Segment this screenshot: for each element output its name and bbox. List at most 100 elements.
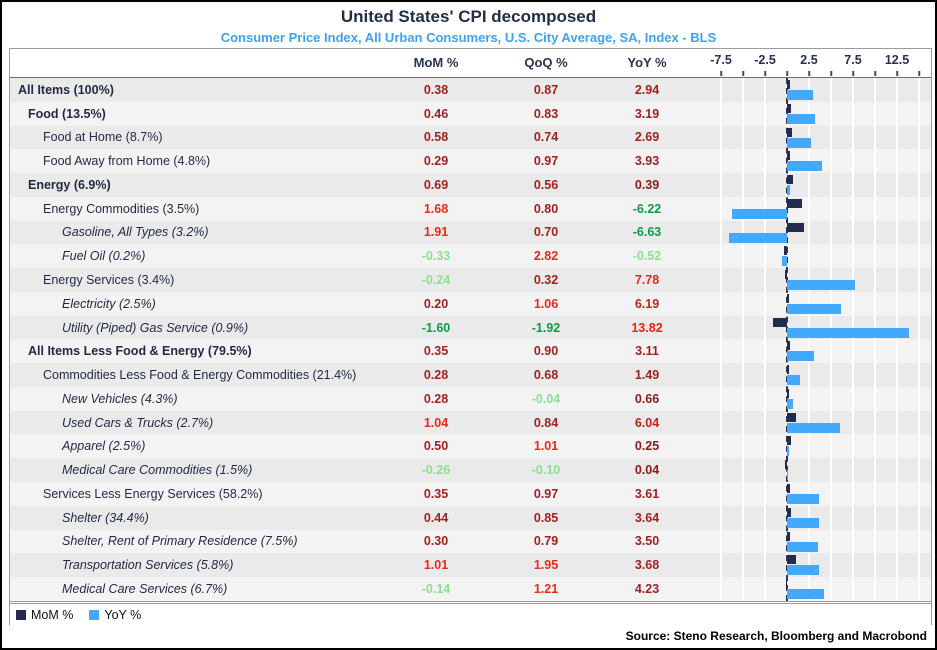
yoy-value: -0.52 (632, 249, 662, 264)
mom-bar (787, 127, 793, 137)
yoy-value: 3.11 (635, 344, 659, 359)
table-row: Apparel (2.5%) 0.50 1.01 0.25 (10, 434, 931, 459)
row-label: Utility (Piped) Gas Service (0.9%) (62, 320, 249, 335)
row-bars (709, 339, 932, 363)
yoy-bar (787, 280, 856, 291)
mom-bar (787, 365, 790, 375)
axis-tick-label: 12.5 (884, 53, 910, 67)
yoy-bar (787, 90, 813, 100)
yoy-bar (787, 327, 909, 338)
table-row: Energy Commodities (3.5%) 1.68 0.80 -6.22 (10, 196, 932, 221)
chart-title: United States' CPI decomposed (340, 7, 597, 26)
yoy-value: 4.23 (634, 581, 660, 596)
row-bars (709, 197, 932, 221)
chart-subtitle: Consumer Price Index, All Urban Consumer… (220, 30, 717, 45)
qoq-value: -0.04 (531, 391, 561, 406)
qoq-value: 0.74 (533, 130, 559, 145)
mom-value: 0.35 (423, 344, 449, 359)
row-bars (709, 244, 932, 268)
yoy-bar (787, 446, 790, 457)
axis-tick-mark (742, 71, 744, 76)
yoy-value: 1.49 (634, 368, 660, 383)
axis-tick-mark (720, 71, 722, 76)
column-header-mom: MoM % (413, 55, 459, 70)
yoy-value: 3.93 (634, 154, 660, 169)
legend: MoM % YoY % (10, 601, 931, 626)
qoq-value: 0.87 (533, 82, 559, 97)
yoy-bar (787, 185, 791, 196)
yoy-bar (787, 113, 816, 124)
yoy-bar (787, 351, 815, 362)
row-bars (709, 126, 932, 150)
mom-bar (787, 175, 794, 185)
mom-bar (784, 246, 787, 256)
qoq-value: -1.92 (531, 320, 561, 335)
qoq-value: 0.68 (533, 368, 559, 383)
row-label: Shelter (34.4%) (62, 510, 149, 525)
qoq-value: 0.56 (533, 177, 559, 192)
legend-item-yoy: YoY % (89, 608, 141, 622)
mom-value: -0.24 (421, 273, 451, 287)
mom-value: 0.58 (423, 130, 449, 145)
axis-tick-mark (786, 71, 788, 76)
mom-bar (787, 388, 790, 398)
qoq-value: 1.01 (533, 439, 559, 454)
mom-bar (787, 341, 791, 351)
row-label: Food (13.5%) (28, 106, 106, 121)
mom-value: 0.69 (423, 177, 449, 192)
yoy-value: 0.04 (634, 463, 660, 478)
table-row: Services Less Energy Services (58.2%) 0.3… (10, 482, 931, 506)
row-label: Energy (6.9%) (28, 177, 111, 192)
qoq-value: 0.70 (533, 225, 559, 240)
row-bars (709, 173, 932, 197)
mom-value: -0.33 (421, 249, 451, 264)
column-header-qoq: QoQ % (524, 55, 568, 70)
mom-value: -1.60 (421, 320, 451, 335)
yoy-value: 3.68 (634, 558, 660, 573)
yoy-bar (787, 398, 793, 409)
yoy-value: 3.64 (634, 510, 660, 525)
mom-bar (787, 484, 791, 494)
row-bars (709, 506, 932, 530)
axis-tick-mark (918, 71, 920, 76)
table-row: Medical Care Commodities (1.5%) -0.26 -0.1… (10, 458, 931, 483)
table-header-row: MoM % QoQ % YoY % -7.5 -2.5 2.5 7.5 12.5 (10, 49, 931, 78)
table-row: Fuel Oil (0.2%) -0.33 2.82 -0.52 (10, 244, 932, 269)
yoy-value: 2.69 (634, 130, 660, 145)
mom-value: 1.01 (423, 558, 449, 573)
qoq-value: 2.82 (533, 249, 559, 264)
axis-tick-label: -2.5 (754, 53, 776, 67)
axis-tick-mark (830, 71, 832, 76)
mom-value: 1.68 (423, 201, 449, 216)
yoy-value: 2.94 (634, 82, 660, 97)
table-row: Gasoline, All Types (3.2%) 1.91 0.70 -6.63 (10, 220, 931, 245)
yoy-bar (787, 541, 818, 552)
mom-value: 0.35 (423, 486, 449, 501)
table-row: Food at Home (8.7%) 0.58 0.74 2.69 (10, 125, 932, 150)
axis-tick-label: 2.5 (800, 53, 818, 67)
row-bars (709, 363, 932, 387)
qoq-value: 1.21 (533, 581, 559, 596)
table-row: Medical Care Services (6.7%) -0.14 1.21 4.2… (10, 577, 931, 601)
table-row: Energy Services (3.4%) -0.24 0.32 7.78 (10, 268, 931, 292)
qoq-value: 0.85 (533, 510, 559, 525)
mom-bar (787, 531, 790, 541)
mom-value: -0.26 (421, 463, 451, 478)
mom-bar (772, 317, 787, 327)
row-bars (709, 482, 932, 506)
legend-mom-swatch-icon (16, 610, 26, 620)
axis-tick-mark (764, 71, 766, 76)
chart-panel: MoM % QoQ % YoY % -7.5 -2.5 2.5 7.5 12.5 All… (9, 48, 932, 626)
row-label: Energy Services (3.4%) (43, 273, 175, 287)
table-row: Commodities Less Food & Energy Commoditi… (10, 363, 931, 387)
mom-bar (787, 507, 791, 517)
qoq-value: -0.10 (531, 463, 561, 478)
row-bars (709, 411, 932, 435)
yoy-value: 6.04 (634, 415, 660, 430)
row-bars (709, 387, 932, 411)
table-rows: All Items (100%) 0.38 0.87 2.94 Food (13.5%)… (10, 78, 931, 601)
yoy-value: 3.19 (634, 106, 660, 121)
mom-value: 0.29 (423, 154, 449, 169)
row-label: Energy Commodities (3.5%) (43, 201, 200, 216)
